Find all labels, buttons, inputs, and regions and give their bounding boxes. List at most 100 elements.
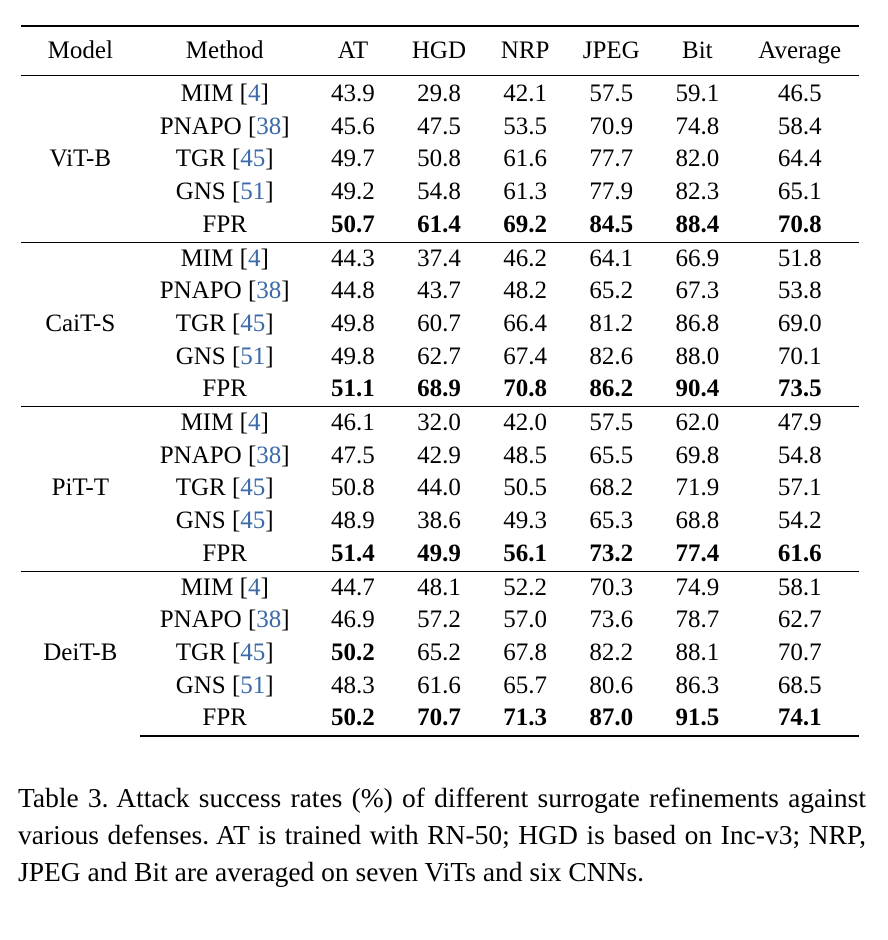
citation-link[interactable]: 45 xyxy=(240,507,266,535)
value-cell: 51.1 xyxy=(330,375,375,403)
value-cell: 77.9 xyxy=(589,178,634,206)
table-row: PiT-T MIM [4] 46.1 32.0 42.0 57.5 62.0 47.9 xyxy=(21,406,859,572)
value-cell: 68.8 xyxy=(675,507,720,535)
value-cell: 61.6 xyxy=(417,671,461,699)
table-row: PNAPO [38] 47.5 42.9 48.5 65.5 69.8 54.8 xyxy=(21,440,859,473)
citation-link[interactable]: 4 xyxy=(247,80,261,107)
value-cell: 82.3 xyxy=(675,178,720,206)
model-group: DeiT-B MIM [4] 44.7 48.1 52.2 70.3 74.9 58.1 PNA… xyxy=(21,570,859,738)
citation-link[interactable]: 38 xyxy=(256,441,282,469)
citation-link[interactable]: 38 xyxy=(256,112,282,140)
value-cell: 59.1 xyxy=(675,80,720,107)
header-method: Method xyxy=(139,25,310,76)
value-cell: 73.6 xyxy=(589,606,634,634)
value-cell: 68.5 xyxy=(777,671,822,699)
table-row: PNAPO [38] 44.8 43.7 48.2 65.2 67.3 53.8 xyxy=(21,275,859,308)
method-cell: GNS [51] xyxy=(175,178,274,206)
model-cell: CaiT-S xyxy=(21,241,140,407)
method-cell: GNS [45] xyxy=(175,507,274,535)
value-cell: 45.6 xyxy=(330,112,375,140)
citation-link[interactable]: 4 xyxy=(247,409,261,437)
table-row: ViT-B MIM [4] 43.9 29.8 42.1 57.5 59.1 46.5 xyxy=(21,76,859,172)
value-cell: 88.0 xyxy=(675,342,720,370)
value-cell: 46.1 xyxy=(309,406,396,440)
value-cell: 32.0 xyxy=(395,406,483,440)
value-cell: 91.5 xyxy=(654,702,741,738)
value-cell: 70.8 xyxy=(503,375,547,403)
value-cell: 90.4 xyxy=(675,375,720,403)
value-cell: 49.9 xyxy=(417,539,461,567)
value-cell: 69.8 xyxy=(675,441,720,469)
value-cell: 77.7 xyxy=(589,145,634,173)
header-at: AT xyxy=(309,25,396,76)
value-cell: 74.9 xyxy=(654,570,741,605)
citation-link[interactable]: 4 xyxy=(247,244,261,272)
value-cell: 70.8 xyxy=(777,210,822,238)
value-cell: 44.3 xyxy=(309,241,396,276)
value-cell: 54.8 xyxy=(417,178,461,206)
value-cell: 57.2 xyxy=(417,606,461,634)
value-cell: 71.3 xyxy=(482,702,569,738)
method-name: FPR xyxy=(202,210,247,238)
value-cell: 48.1 xyxy=(395,570,483,605)
header-jpeg: JPEG xyxy=(568,25,655,76)
citation-link[interactable]: 45 xyxy=(240,309,266,337)
value-cell: 53.8 xyxy=(777,277,822,305)
method-name: TGR xyxy=(175,474,226,502)
value-cell: 44.0 xyxy=(417,474,461,502)
value-cell: 66.9 xyxy=(654,241,741,276)
value-cell: 88.1 xyxy=(675,638,720,666)
citation-link[interactable]: 45 xyxy=(240,145,266,173)
method-cell: MIM [4] xyxy=(139,241,310,276)
table-row: DeiT-B MIM [4] 44.7 48.1 52.2 70.3 74.9 58.1 xyxy=(21,570,859,737)
value-cell: 57.5 xyxy=(568,406,655,440)
value-cell: 82.2 xyxy=(589,638,634,666)
citation-link[interactable]: 45 xyxy=(240,638,266,666)
value-cell: 61.6 xyxy=(503,145,547,173)
value-cell: 49.7 xyxy=(330,145,375,173)
model-cell: ViT-B xyxy=(49,145,112,173)
value-cell: 86.8 xyxy=(675,309,720,337)
value-cell: 82.0 xyxy=(675,145,720,173)
citation-link[interactable]: 51 xyxy=(240,671,266,699)
header-average: Average xyxy=(740,25,859,76)
citation-link[interactable]: 38 xyxy=(256,606,282,634)
table-row: PNAPO [38] 46.9 57.2 57.0 73.6 78.7 62.7 xyxy=(21,604,859,637)
method-name: PNAPO xyxy=(159,441,242,469)
method-name: FPR xyxy=(202,539,247,567)
table-row: FPR 51.1 68.9 70.8 86.2 90.4 73.5 xyxy=(21,373,859,406)
table-row: PNAPO [38] 45.6 47.5 53.5 70.9 74.8 58.4 xyxy=(21,111,859,144)
header-nrp: NRP xyxy=(482,25,569,76)
method-cell: FPR xyxy=(139,702,310,738)
citation-link[interactable]: 51 xyxy=(240,178,266,206)
value-cell: 65.3 xyxy=(589,507,634,535)
method-cell: MIM [4] xyxy=(139,570,310,605)
method-name: FPR xyxy=(202,704,247,732)
value-cell: 87.0 xyxy=(568,702,655,738)
value-cell: 74.1 xyxy=(740,702,859,738)
table-caption: Table 3. Attack success rates (%) of dif… xyxy=(18,782,866,887)
value-cell: 42.9 xyxy=(417,441,461,469)
value-cell: 48.9 xyxy=(330,507,375,535)
value-cell: 82.6 xyxy=(589,342,634,370)
table-row: GNS [45] 48.9 38.6 49.3 65.3 68.8 54.2 xyxy=(21,505,859,538)
table-row: CaiT-S MIM [4] 44.3 37.4 46.2 64.1 66.9 51.8 xyxy=(21,241,859,407)
value-cell: 47.5 xyxy=(330,441,375,469)
citation-link[interactable]: 4 xyxy=(247,573,261,601)
value-cell: 50.7 xyxy=(330,210,375,238)
value-cell: 51.8 xyxy=(740,241,859,276)
method-cell: PNAPO [38] xyxy=(159,277,290,305)
method-cell: GNS [51] xyxy=(175,342,274,370)
citation-link[interactable]: 45 xyxy=(240,474,266,502)
table-row: GNS [51] 49.8 62.7 67.4 82.6 88.0 70.1 xyxy=(21,341,859,374)
method-cell: PNAPO [38] xyxy=(159,606,290,634)
method-name: GNS xyxy=(175,671,226,699)
value-cell: 70.7 xyxy=(395,702,483,738)
method-name: PNAPO xyxy=(159,606,242,634)
value-cell: 69.0 xyxy=(777,309,822,337)
value-cell: 54.2 xyxy=(777,507,822,535)
citation-link[interactable]: 51 xyxy=(240,342,266,370)
citation-link[interactable]: 38 xyxy=(256,277,282,305)
value-cell: 67.3 xyxy=(675,277,720,305)
value-cell: 58.4 xyxy=(777,112,822,140)
